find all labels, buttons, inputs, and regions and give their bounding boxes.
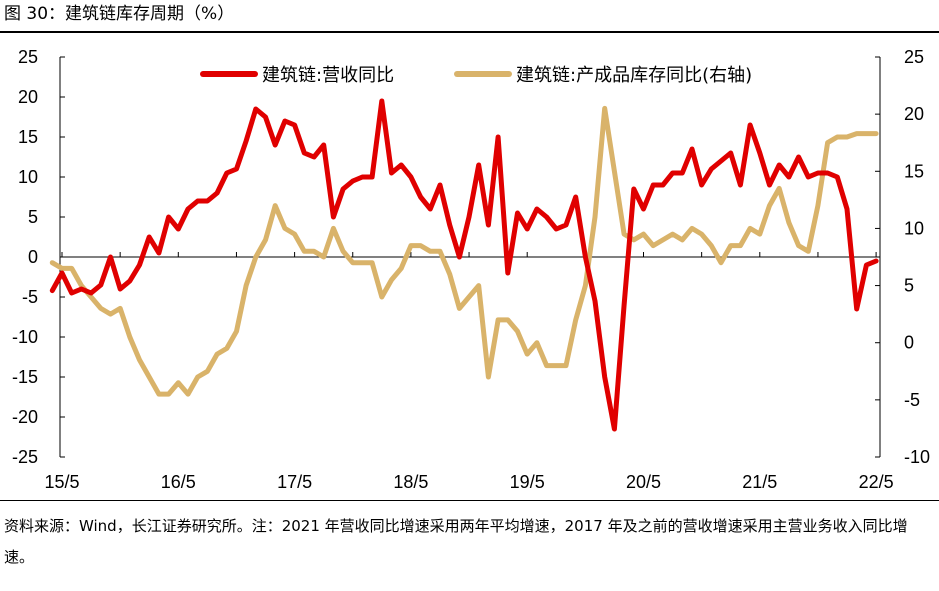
right-axis-tick-label: 10 [904,218,924,238]
x-axis-tick-label: 19/5 [510,472,545,492]
left-axis-tick-label: 25 [18,47,38,67]
legend-label: 建筑链:营收同比 [262,65,394,86]
x-axis-tick-label: 15/5 [44,472,79,492]
left-axis-tick-label: -10 [12,327,38,347]
left-axis-tick-label: -15 [12,367,38,387]
right-axis-tick-label: 25 [904,47,924,67]
left-axis-tick-label: 10 [18,167,38,187]
x-axis-tick-label: 22/5 [859,472,894,492]
left-axis-tick-label: 5 [28,207,38,227]
left-axis-tick-label: -25 [12,447,38,467]
right-axis-tick-label: -10 [904,447,930,467]
right-axis-tick-label: 15 [904,161,924,181]
right-axis-tick-label: 5 [904,276,914,296]
legend: 建筑链:营收同比 建筑链:产成品库存同比(右轴) [200,65,752,86]
right-axis-tick-label: -5 [904,390,920,410]
inventory-series-line [49,105,879,397]
figure-title: 图 30：建筑链库存周期（%） [4,4,235,24]
right-axis-tick-label: 0 [904,333,914,353]
right-axis-tick-label: 20 [904,104,924,124]
source-note: 资料来源：Wind，长江证券研究所。注：2021 年营收同比增速采用两年平均增速… [4,517,908,566]
axes: -25 -20 -15 -10 -5 0 5 10 15 20 25 -10 -5 0 5 10 15 20 25 1… [12,47,930,492]
legend-label: 建筑链:产成品库存同比(右轴) [516,65,752,86]
left-axis-tick-label: 0 [28,247,38,267]
x-axis-tick-label: 16/5 [161,472,196,492]
left-axis-tick-label: -5 [22,287,38,307]
series-lines [49,98,879,432]
x-axis-tick-label: 17/5 [277,472,312,492]
x-axis-tick-label: 20/5 [626,472,661,492]
note-rule [0,500,939,501]
title-rule [0,31,939,33]
left-axis-tick-label: 20 [18,87,38,107]
x-axis-tick-label: 21/5 [742,472,777,492]
revenue-series-line [49,98,879,432]
left-axis-tick-label: -20 [12,407,38,427]
left-axis-tick-label: 15 [18,127,38,147]
x-axis-tick-label: 18/5 [393,472,428,492]
chart: -25 -20 -15 -10 -5 0 5 10 15 20 25 -10 -5 0 5 10 15 20 25 1… [12,47,930,492]
